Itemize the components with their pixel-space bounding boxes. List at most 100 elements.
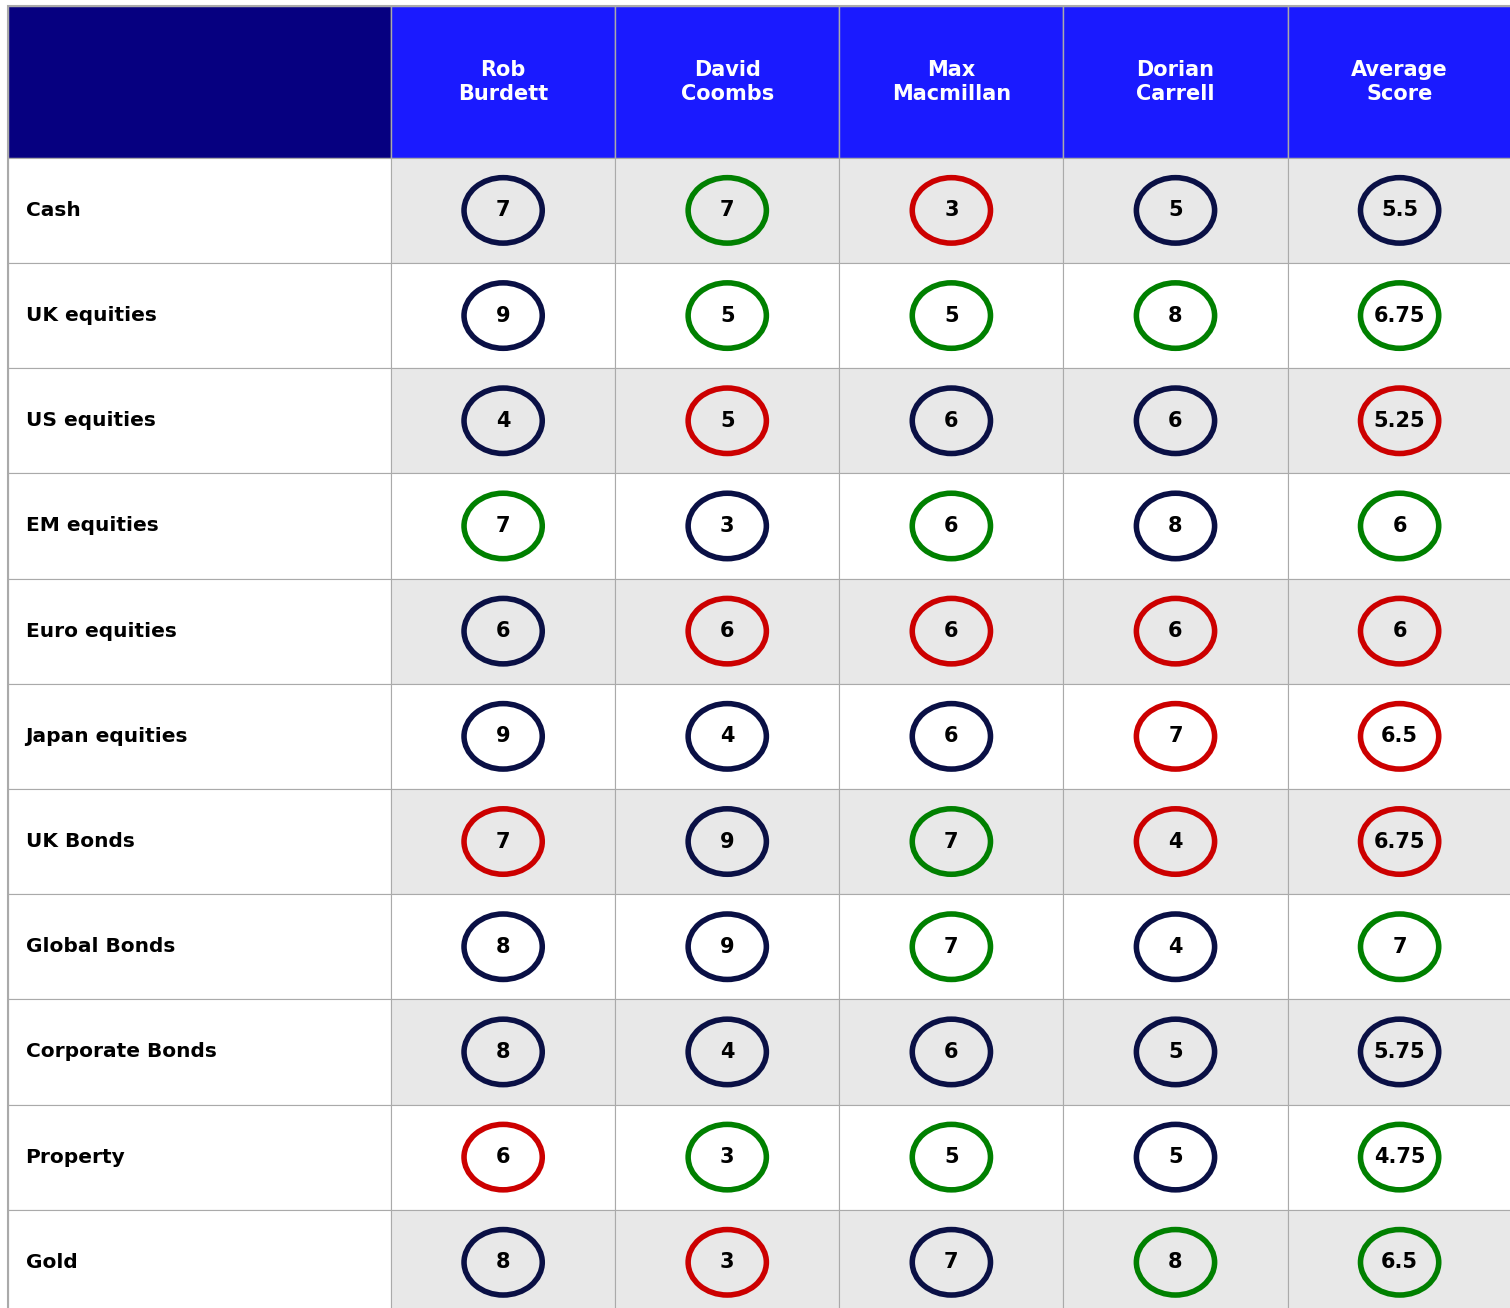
Text: 4: 4: [720, 726, 734, 747]
Bar: [1063, 263, 1288, 368]
Bar: [840, 473, 1063, 578]
Text: 6: 6: [944, 621, 959, 641]
Ellipse shape: [464, 914, 542, 980]
Text: Average
Score: Average Score: [1351, 60, 1448, 105]
Bar: [1063, 7, 1288, 158]
Bar: [8, 368, 391, 473]
Ellipse shape: [464, 493, 542, 559]
Text: 6.75: 6.75: [1374, 832, 1425, 852]
Ellipse shape: [1137, 914, 1214, 980]
Bar: [615, 473, 840, 578]
Text: US equities: US equities: [26, 411, 156, 430]
Bar: [1288, 578, 1510, 684]
Ellipse shape: [912, 599, 991, 664]
Ellipse shape: [689, 178, 767, 243]
Text: 8: 8: [1169, 515, 1182, 536]
Ellipse shape: [912, 808, 991, 874]
Text: 6: 6: [1392, 515, 1407, 536]
Bar: [391, 684, 615, 789]
Text: 5.25: 5.25: [1374, 411, 1425, 430]
Ellipse shape: [689, 1019, 767, 1084]
Bar: [1063, 684, 1288, 789]
Text: 5: 5: [1169, 1147, 1182, 1167]
Ellipse shape: [1137, 1019, 1214, 1084]
Ellipse shape: [464, 808, 542, 874]
Text: 7: 7: [720, 200, 734, 220]
Bar: [1288, 7, 1510, 158]
Ellipse shape: [689, 599, 767, 664]
Bar: [1063, 158, 1288, 263]
Bar: [840, 7, 1063, 158]
Text: 4: 4: [495, 411, 510, 430]
Bar: [1288, 158, 1510, 263]
Ellipse shape: [689, 808, 767, 874]
Ellipse shape: [1361, 808, 1439, 874]
Bar: [840, 1104, 1063, 1210]
Ellipse shape: [1361, 178, 1439, 243]
Bar: [615, 1104, 840, 1210]
Ellipse shape: [464, 1125, 542, 1190]
Bar: [840, 158, 1063, 263]
Bar: [8, 473, 391, 578]
Text: Property: Property: [26, 1147, 125, 1167]
Text: 7: 7: [495, 832, 510, 852]
Text: 5: 5: [720, 411, 734, 430]
Ellipse shape: [912, 283, 991, 348]
Text: UK equities: UK equities: [26, 306, 157, 326]
Bar: [840, 999, 1063, 1104]
Text: Japan equities: Japan equities: [26, 727, 189, 746]
Bar: [615, 1210, 840, 1308]
Text: 7: 7: [944, 832, 959, 852]
Bar: [840, 684, 1063, 789]
Bar: [1288, 684, 1510, 789]
Ellipse shape: [689, 1125, 767, 1190]
Bar: [8, 263, 391, 368]
Ellipse shape: [1361, 1230, 1439, 1295]
Text: 8: 8: [1169, 1252, 1182, 1273]
Text: 5: 5: [1169, 200, 1182, 220]
Bar: [840, 1210, 1063, 1308]
Bar: [615, 684, 840, 789]
Bar: [1063, 1210, 1288, 1308]
Text: 5: 5: [1169, 1042, 1182, 1062]
Text: 4: 4: [1169, 937, 1182, 956]
Text: 9: 9: [495, 726, 510, 747]
Text: 6: 6: [720, 621, 734, 641]
Bar: [391, 578, 615, 684]
Ellipse shape: [912, 704, 991, 769]
Text: 3: 3: [944, 200, 959, 220]
Text: Cash: Cash: [26, 201, 80, 220]
Bar: [1288, 895, 1510, 999]
Text: 5: 5: [944, 306, 959, 326]
Text: 5: 5: [944, 1147, 959, 1167]
Bar: [391, 158, 615, 263]
Bar: [391, 473, 615, 578]
Ellipse shape: [1137, 388, 1214, 454]
Text: 6: 6: [1169, 411, 1182, 430]
Bar: [391, 789, 615, 895]
Bar: [391, 368, 615, 473]
Ellipse shape: [912, 1125, 991, 1190]
Text: 6: 6: [944, 726, 959, 747]
Ellipse shape: [1137, 1125, 1214, 1190]
Text: 7: 7: [1392, 937, 1407, 956]
Ellipse shape: [912, 493, 991, 559]
Text: 8: 8: [495, 1042, 510, 1062]
Text: 4: 4: [1169, 832, 1182, 852]
Text: 5: 5: [720, 306, 734, 326]
Ellipse shape: [464, 283, 542, 348]
Bar: [391, 1104, 615, 1210]
Ellipse shape: [464, 388, 542, 454]
Ellipse shape: [689, 283, 767, 348]
Text: 9: 9: [720, 832, 734, 852]
Ellipse shape: [1361, 1125, 1439, 1190]
Bar: [1063, 895, 1288, 999]
Text: 6: 6: [1169, 621, 1182, 641]
Text: Global Bonds: Global Bonds: [26, 938, 175, 956]
Text: Max
Macmillan: Max Macmillan: [892, 60, 1010, 105]
Bar: [1288, 263, 1510, 368]
Bar: [615, 263, 840, 368]
Ellipse shape: [689, 1230, 767, 1295]
Ellipse shape: [464, 1230, 542, 1295]
Ellipse shape: [912, 1230, 991, 1295]
